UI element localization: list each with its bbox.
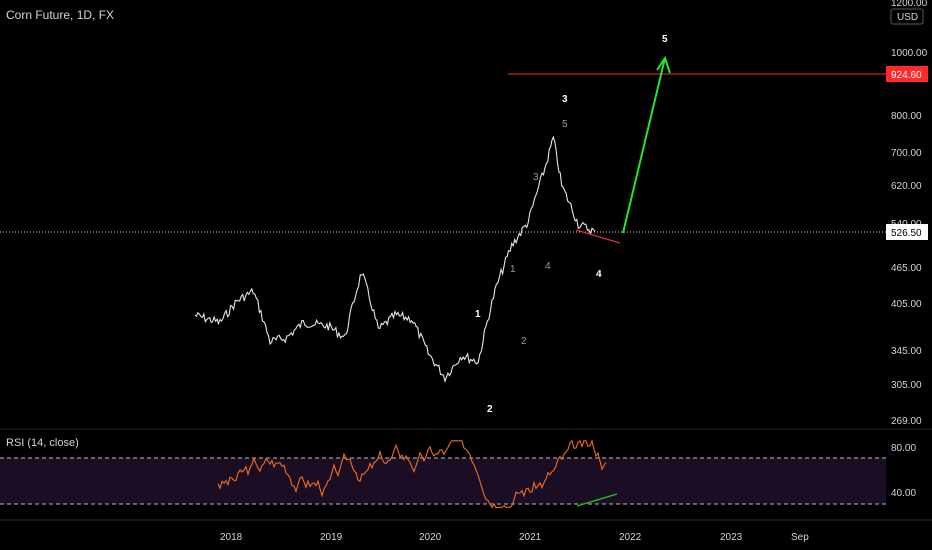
wave-4-trendline[interactable] [575,229,621,244]
time-tick: 2019 [320,532,343,543]
time-tick: 2021 [519,532,542,543]
price-pane[interactable] [0,55,886,384]
wave-label-major-3: 3 [562,94,568,105]
wave-label-minor-5: 5 [562,119,568,130]
price-tick: 700.00 [891,148,922,159]
wave-label-major-4: 4 [596,269,602,280]
time-tick: 2022 [619,532,642,543]
wave-label-minor-1: 1 [510,264,516,275]
projection-arrow-shaft[interactable] [622,57,666,234]
price-tick: 345.00 [891,346,922,357]
price-tick: 269.00 [891,416,922,427]
price-tick: 620.00 [891,181,922,192]
currency-label: USD [897,12,918,23]
wave-label-minor-4: 4 [545,261,551,272]
time-axis[interactable]: 2018 2019 2020 2021 2022 2023 Sep [0,519,932,543]
wave-label-minor-3: 3 [533,172,539,183]
projection-arrow-head [656,55,671,74]
rsi-series [217,439,607,509]
current-price-badge-text: 526.50 [891,228,922,239]
wave-label-major-1: 1 [475,309,481,320]
rsi-tick: 40.00 [891,488,916,499]
rsi-divergence-line[interactable] [576,493,618,507]
symbol-title[interactable]: Corn Future, 1D, FX [6,8,115,22]
rsi-title[interactable]: RSI (14, close) [6,437,79,449]
time-tick: 2023 [720,532,743,543]
wave-label-major-5: 5 [662,34,668,45]
price-tick: 465.00 [891,263,922,274]
target-price-badge-text: 924.60 [891,70,922,81]
time-tick: 2018 [220,532,243,543]
wave-label-minor-2: 2 [521,336,527,347]
price-axis[interactable]: 1200.00 USD 1000.00 800.00 700.00 620.00… [886,0,928,427]
price-tick: 800.00 [891,111,922,122]
price-tick: 305.00 [891,380,922,391]
price-tick: 405.00 [891,299,922,310]
price-tick: 1200.00 [891,0,928,9]
time-tick: 2020 [419,532,442,543]
rsi-pane[interactable]: 80.00 40.00 [0,439,916,509]
elliott-wave-labels: 1 2 3 4 5 1 2 3 4 5 [475,34,668,415]
time-tick: Sep [791,532,809,543]
rsi-band-fill [0,458,886,504]
current-price-badge[interactable] [886,224,928,240]
rsi-tick: 80.00 [891,443,916,454]
corn-price-series [194,135,596,384]
price-tick: 1000.00 [891,48,928,59]
target-price-badge[interactable] [886,66,928,82]
wave-label-major-2: 2 [487,404,493,415]
